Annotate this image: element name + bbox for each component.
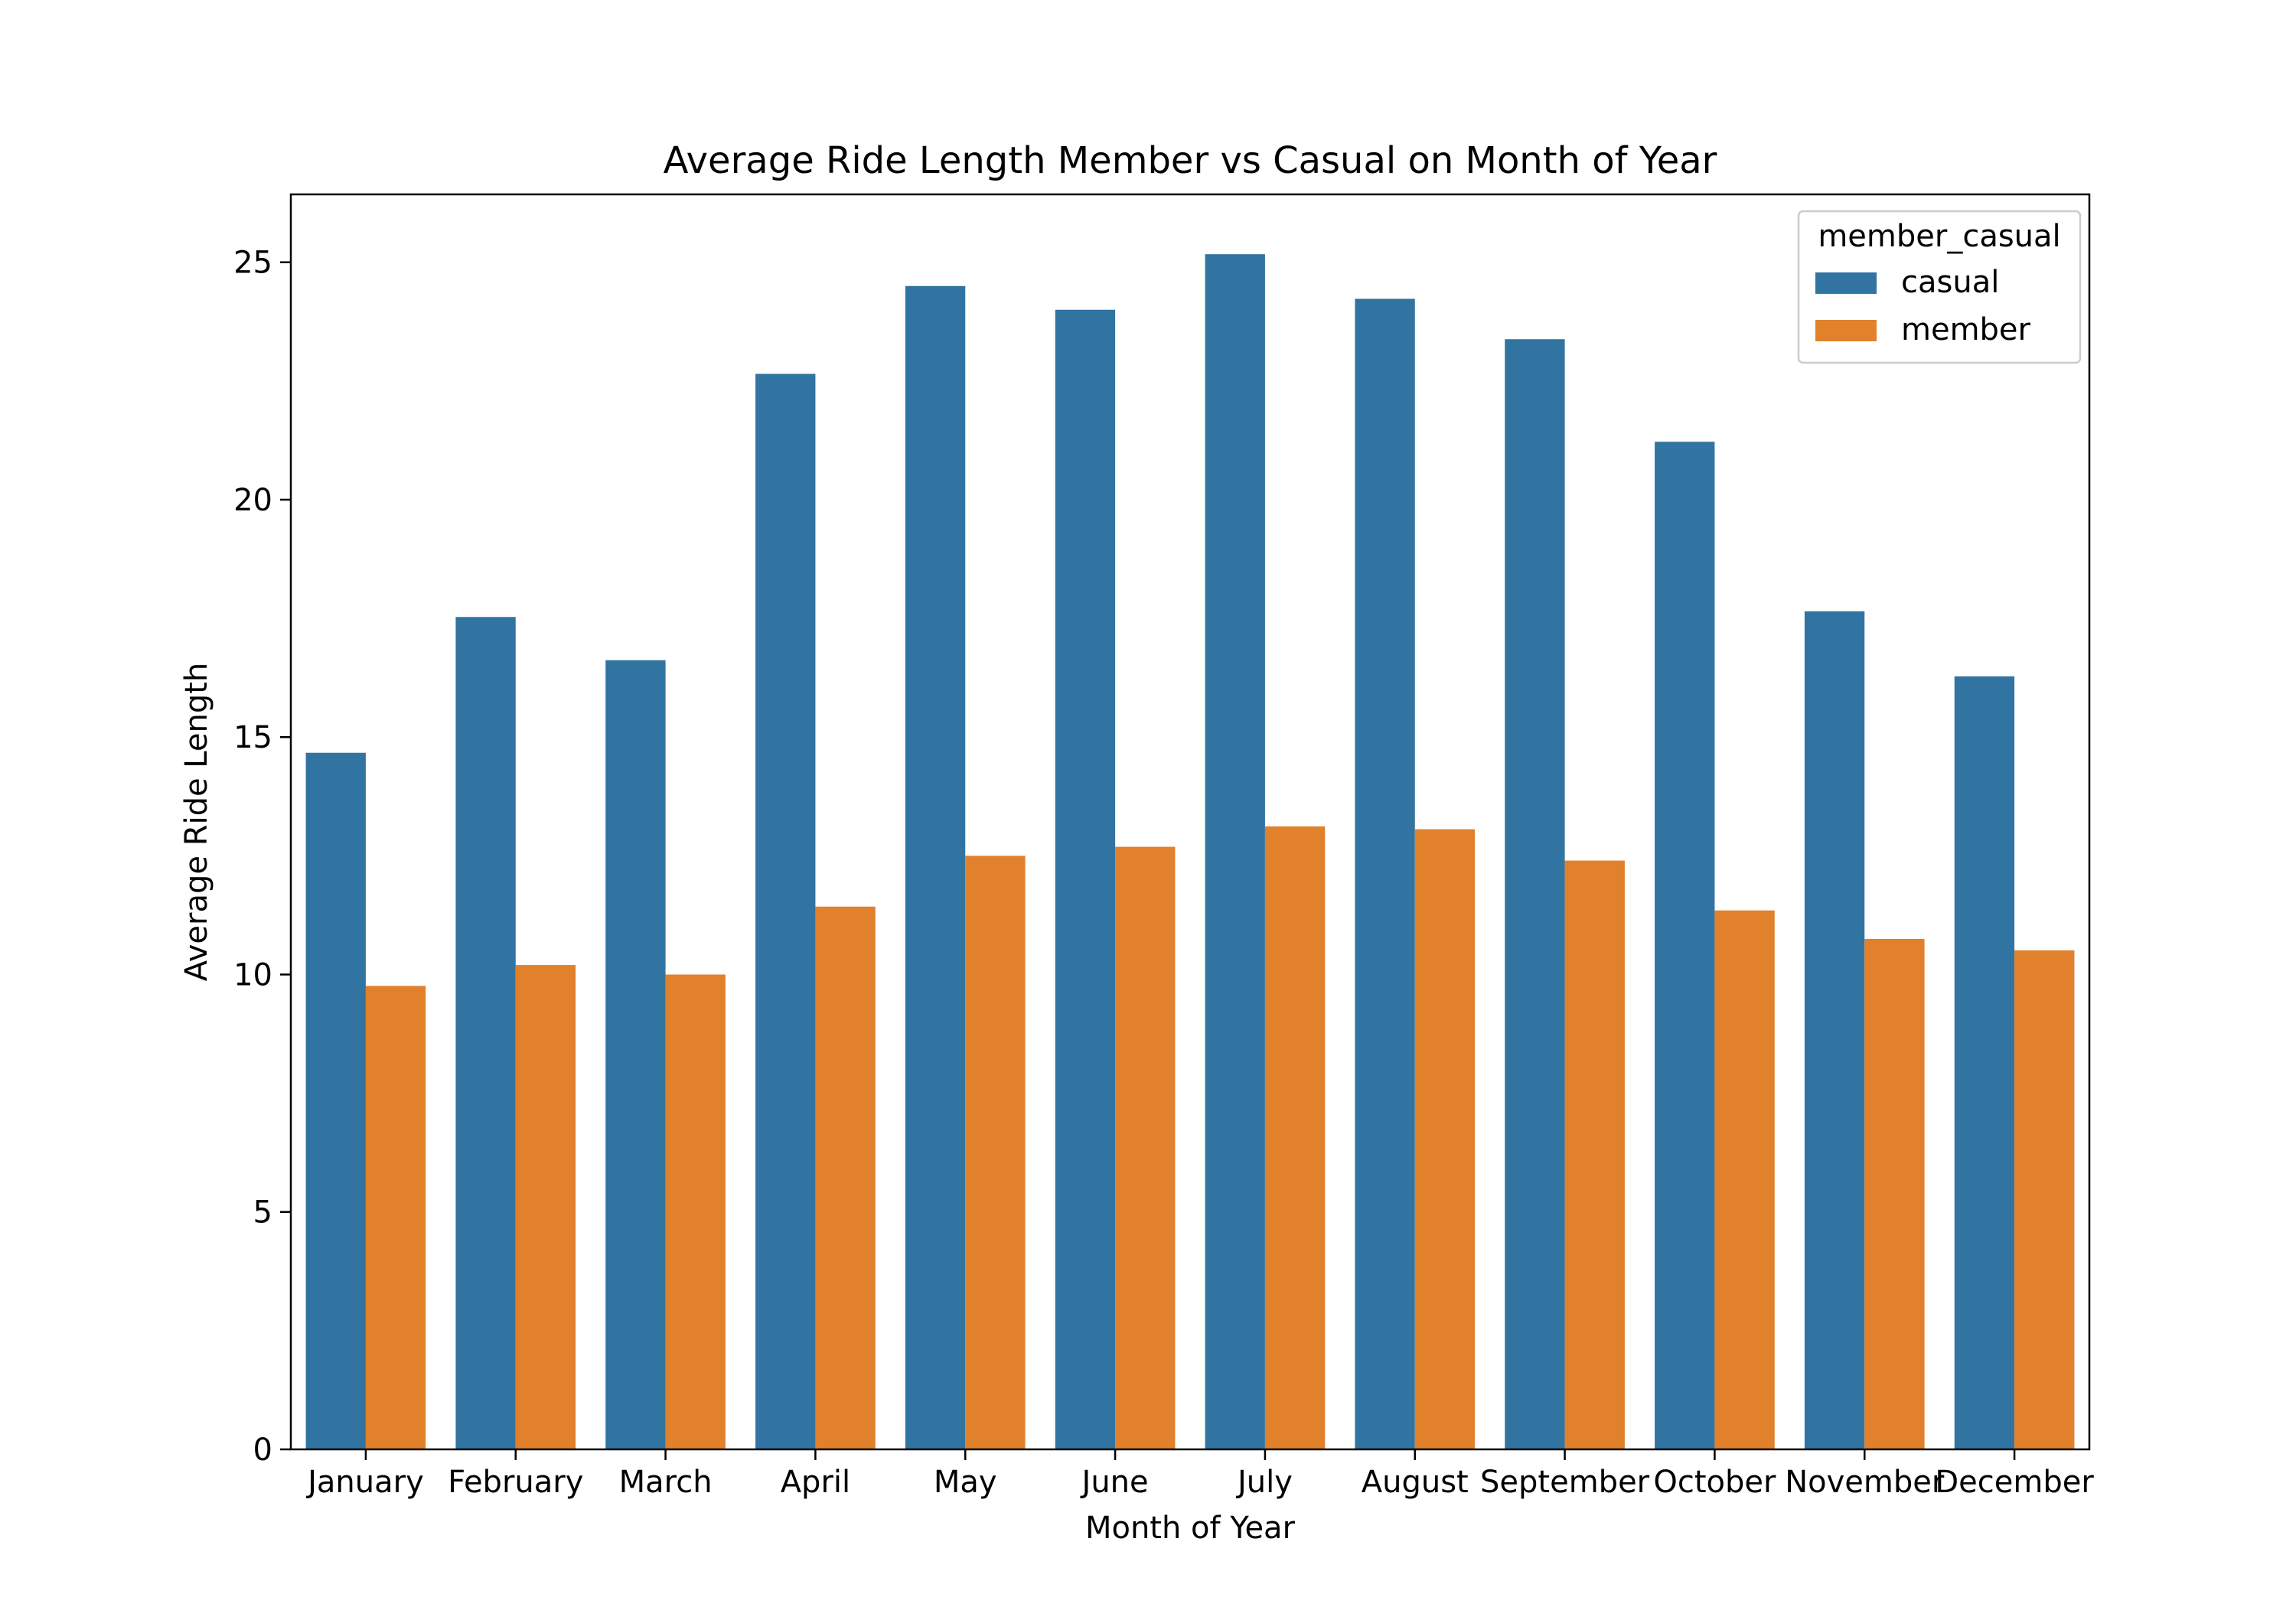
- x-axis-label: Month of Year: [1085, 1511, 1296, 1546]
- bar-member-march: [665, 974, 726, 1449]
- bar-member-july: [1264, 826, 1326, 1449]
- bar-member-december: [2014, 950, 2075, 1449]
- legend-label-casual: casual: [1901, 265, 1999, 300]
- plot-area-frame: [289, 193, 2091, 1451]
- x-tick-label-october: October: [1653, 1465, 1776, 1500]
- bar-casual-november: [1804, 611, 1865, 1449]
- bar-member-june: [1115, 846, 1176, 1449]
- legend: member_casual casual member: [1797, 210, 2082, 364]
- bar-member-august: [1414, 829, 1476, 1449]
- y-axis-label: Average Ride Length: [179, 663, 214, 982]
- bar-casual-december: [1954, 676, 2015, 1449]
- bar-casual-october: [1655, 442, 1715, 1449]
- bar-casual-july: [1205, 254, 1265, 1450]
- y-axis-ticks: 0 5 10 15 20 25: [233, 246, 291, 1468]
- x-tick-label-december: December: [1935, 1465, 2094, 1500]
- bar-member-february: [515, 965, 576, 1449]
- legend-entries: casual member: [1815, 265, 2031, 347]
- x-tick-label-july: July: [1235, 1465, 1293, 1500]
- bar-member-october: [1714, 910, 1775, 1449]
- bar-casual-may: [905, 285, 966, 1450]
- x-tick-label-september: September: [1480, 1465, 1650, 1500]
- bar-member-november: [1864, 938, 1925, 1449]
- bar-casual-february: [455, 617, 516, 1449]
- bar-member-september: [1564, 860, 1625, 1449]
- x-axis-ticks: January February March April May June July Augu…: [305, 1449, 2094, 1500]
- y-tick-label: 25: [233, 246, 272, 281]
- legend-swatch-member: [1815, 320, 1877, 341]
- bar-casual-september: [1505, 339, 1565, 1449]
- x-tick-label-may: May: [934, 1465, 997, 1500]
- x-tick-label-january: January: [305, 1465, 424, 1500]
- bar-casual-march: [605, 660, 666, 1450]
- y-tick-label: 15: [233, 720, 272, 755]
- legend-title: member_casual: [1818, 219, 2060, 254]
- bar-casual-april: [755, 373, 816, 1449]
- bar-casual-january: [305, 752, 366, 1449]
- bar-member-april: [815, 906, 876, 1449]
- x-tick-label-november: November: [1785, 1465, 1945, 1500]
- bar-casual-june: [1055, 309, 1116, 1449]
- bar-member-may: [965, 856, 1026, 1449]
- bar-member-january: [365, 986, 426, 1449]
- x-tick-label-august: August: [1362, 1465, 1469, 1500]
- y-tick-label: 0: [253, 1433, 272, 1468]
- x-tick-label-march: March: [619, 1465, 713, 1500]
- y-tick-label: 10: [233, 957, 272, 993]
- x-tick-label-april: April: [781, 1465, 850, 1500]
- x-tick-label-february: February: [448, 1465, 583, 1500]
- y-tick-label: 5: [253, 1195, 272, 1231]
- bar-casual-august: [1355, 298, 1415, 1450]
- legend-label-member: member: [1901, 312, 2031, 347]
- chart-title: Average Ride Length Member vs Casual on …: [664, 139, 1717, 182]
- x-tick-label-june: June: [1080, 1465, 1149, 1500]
- legend-swatch-casual: [1815, 272, 1877, 294]
- y-tick-label: 20: [233, 483, 272, 518]
- bars-layer: [305, 254, 2075, 1450]
